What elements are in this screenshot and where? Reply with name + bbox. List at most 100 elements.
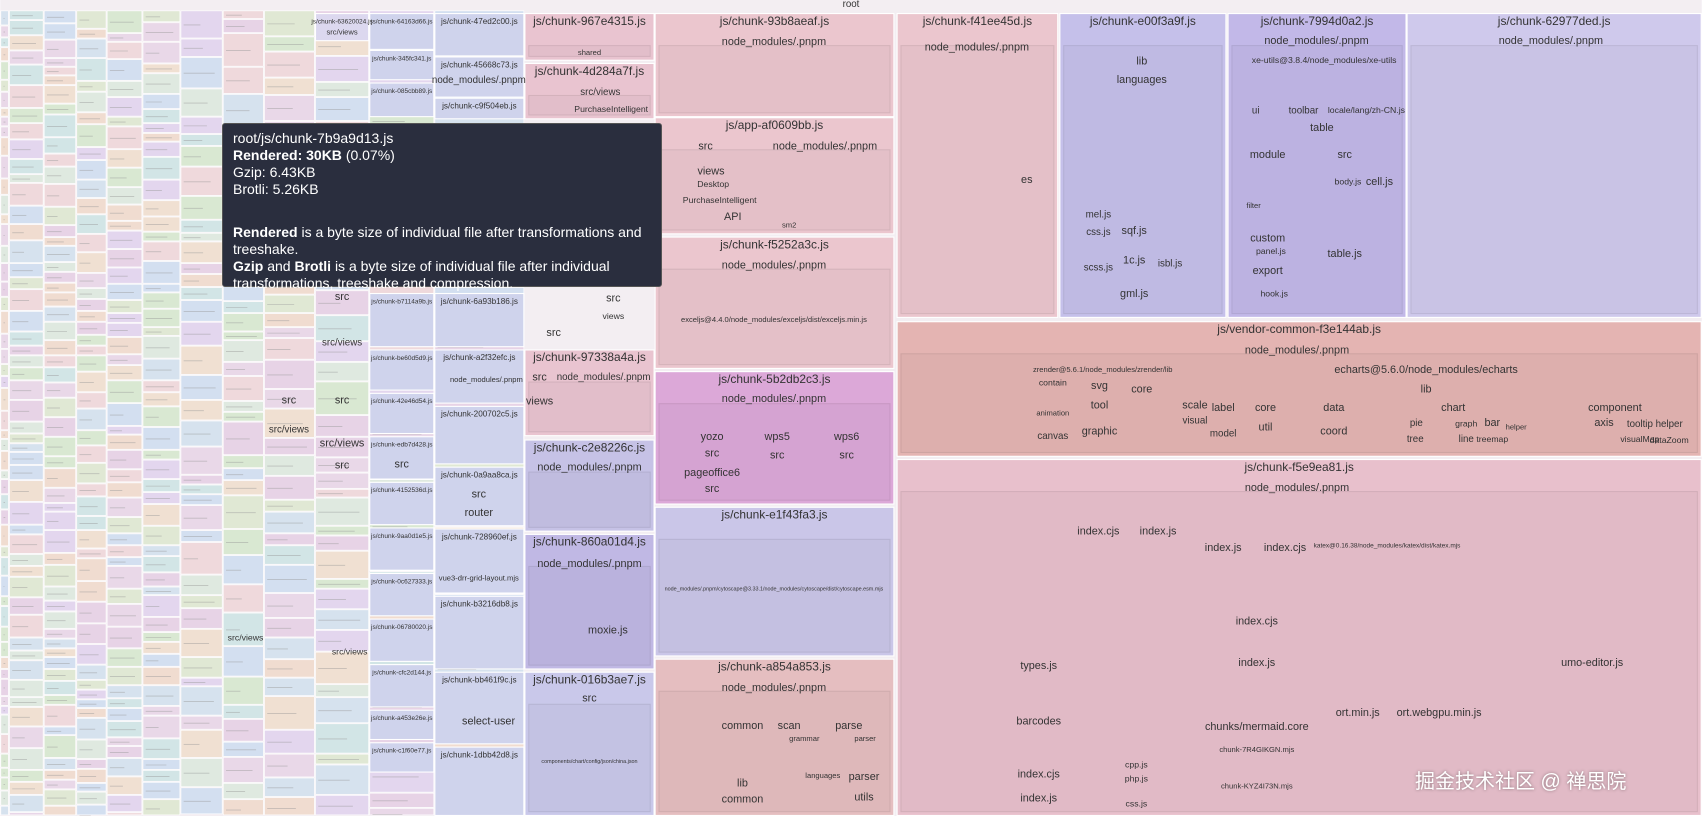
chunk-title: js/chunk-a854a853.js [717, 659, 831, 673]
nodes: js/chunk-967e4315.js shared js/chunk-4d284… [228, 13, 1702, 816]
cell [0, 47, 9, 62]
cell [76, 445, 107, 463]
cell [9, 782, 44, 795]
cell [0, 349, 9, 364]
cell [315, 535, 369, 551]
module-label: contain [1039, 377, 1067, 387]
cell [142, 200, 181, 217]
cell [180, 474, 223, 485]
cell [106, 187, 143, 205]
cell [76, 214, 107, 234]
module-label: module [1250, 149, 1286, 161]
module-label: node_modules/.pnpm [450, 375, 523, 384]
module-label: dataZoom [1650, 435, 1689, 445]
cell [106, 167, 143, 187]
cell [43, 292, 77, 307]
cell [0, 296, 9, 311]
chunk-title: js/chunk-b7114a9b.js [370, 298, 433, 305]
chunk-title: js/chunk-4d284a7f.js [534, 64, 644, 78]
chunk [369, 349, 435, 391]
module-label: node_modules/.pnpm [1264, 35, 1368, 47]
cell [142, 336, 181, 359]
cell [0, 224, 9, 246]
cell [106, 97, 143, 117]
cell [106, 126, 143, 149]
module-label: css.js [1126, 798, 1148, 808]
cell [0, 626, 9, 642]
cell [315, 630, 369, 652]
chunk-title: js/chunk-edb7d428.js [370, 442, 433, 449]
cell [43, 367, 77, 383]
cell [180, 657, 223, 678]
module-label: custom [1250, 233, 1285, 245]
cell [43, 282, 77, 293]
cell [315, 436, 369, 458]
cell [43, 75, 77, 85]
cell [106, 737, 143, 746]
module-label: 1c.js [1123, 254, 1146, 266]
cell [106, 149, 143, 168]
cell [43, 153, 77, 167]
cell [180, 38, 223, 57]
cell [43, 272, 77, 283]
cell [76, 198, 107, 215]
cell [0, 596, 9, 606]
module-label: isbl.js [1158, 258, 1183, 269]
module-label: lib [1136, 56, 1147, 68]
cell [0, 116, 9, 127]
cell [9, 534, 44, 554]
cell [9, 311, 44, 332]
module-label: src [606, 292, 621, 304]
cell [106, 667, 143, 686]
cell [142, 179, 181, 200]
module-label: index.js [1020, 792, 1057, 804]
cell [106, 204, 143, 221]
module-label: table [1310, 122, 1334, 134]
cell [315, 764, 369, 795]
cell [9, 174, 44, 183]
cell [0, 376, 9, 388]
cell [9, 345, 44, 356]
cell [43, 206, 77, 225]
module-label: src [546, 327, 561, 339]
cell [142, 123, 181, 133]
module-label: cpp.js [1125, 759, 1148, 769]
cell [0, 557, 9, 576]
cell [180, 10, 223, 39]
module-label: node_modules/.pnpm [537, 462, 641, 474]
cell [0, 524, 9, 547]
cell [180, 787, 223, 815]
module-label: node_modules/.pnpm [722, 682, 826, 694]
cell [76, 252, 107, 273]
tooltip-gzip: Gzip: 6.43KB [233, 164, 316, 180]
bold: Brotli [294, 258, 332, 274]
cell [315, 97, 369, 121]
module-label: moxie.js [588, 624, 628, 636]
module-label: src/views [322, 337, 362, 348]
cell [315, 56, 369, 82]
cell [43, 638, 77, 649]
cell [180, 729, 223, 758]
cell [222, 555, 264, 585]
chunk-title: js/chunk-0a9aa8ca.js [440, 470, 518, 479]
chunk-title: js/chunk-a2f32efc.js [442, 353, 515, 362]
cell [0, 430, 9, 439]
cell [106, 221, 143, 231]
cell [106, 566, 143, 589]
cell [9, 770, 44, 782]
cell [142, 504, 181, 526]
cell [264, 677, 315, 696]
cell [264, 455, 315, 476]
module-label: node_modules/.pnpm [773, 140, 877, 152]
chunk [369, 292, 435, 348]
cell [180, 345, 223, 375]
cell [315, 723, 369, 754]
cell [142, 782, 181, 799]
tooltip: root/js/chunk-7b9a9d13.js Rendered: 30KB… [222, 123, 662, 291]
cell [0, 281, 9, 297]
cell [0, 155, 9, 179]
cell [0, 678, 9, 696]
cell [43, 456, 77, 469]
cell [9, 35, 44, 51]
module-label: locale/lang/zh-CN.js [1328, 105, 1406, 115]
